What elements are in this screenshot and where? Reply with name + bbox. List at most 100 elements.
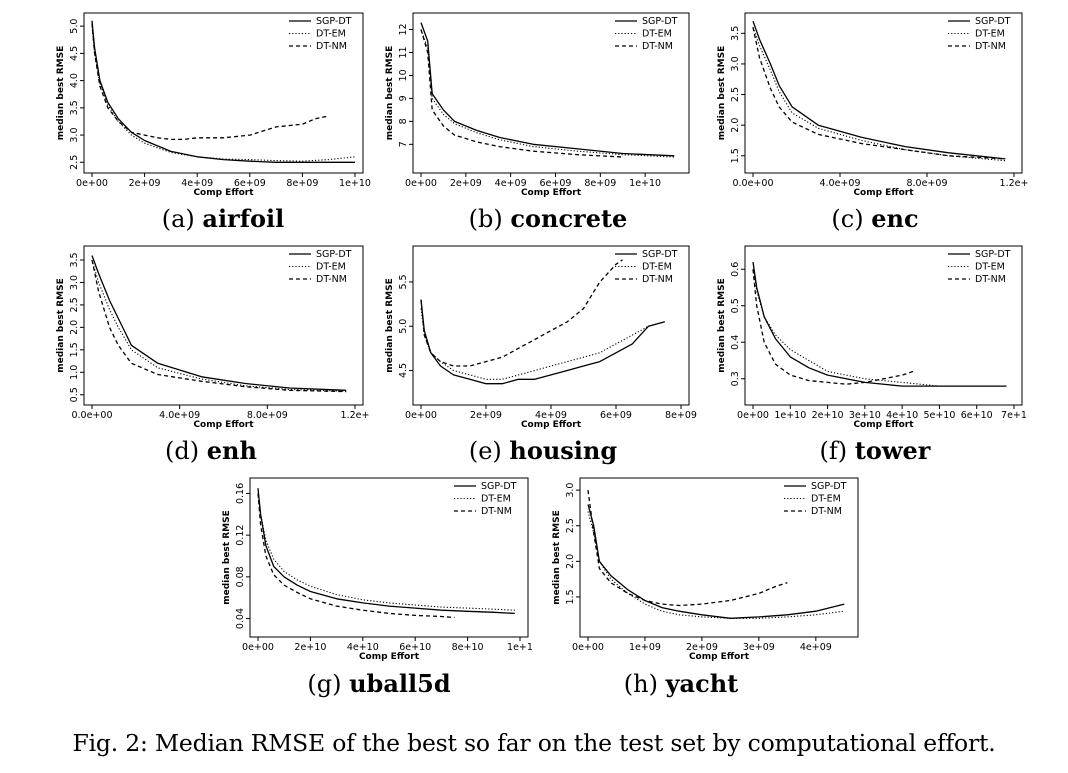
x-axis-label: Comp Effort	[193, 420, 254, 430]
y-tick-label: 3.5	[69, 100, 80, 115]
plot-frame	[744, 12, 1023, 174]
x-tick-label: 1e+1	[507, 642, 533, 653]
panel-enc: 0.0e+00 4.0e+09 8.0e+09 1.2e+ 1.5 2.0 2.5 3.0 3.…	[717, 12, 1028, 198]
series-line-sgp-dt	[420, 299, 665, 385]
panel-housing: 0e+00 2e+09 4e+09 6e+09 8e+09 4.5 5.0 5.5 Comp E…	[385, 245, 697, 430]
subcaption-label: (c)	[831, 205, 872, 233]
subcaption-enh: (d) enh	[46, 436, 376, 466]
x-axis-label: Comp Effort	[853, 188, 914, 198]
y-axis-label: median best RMSE	[717, 46, 727, 140]
plot-frame	[412, 12, 690, 174]
subcaption-label: (b)	[468, 205, 511, 233]
legend-label: DT-NM	[642, 41, 673, 52]
x-tick-label: 0e+00	[737, 410, 769, 421]
y-tick-label: 4.0	[69, 73, 80, 88]
subcaption-label: (e)	[468, 437, 510, 465]
legend-label: SGP-DT	[642, 249, 678, 260]
x-axis-label: Comp Effort	[359, 652, 420, 662]
y-tick-label: 3.0	[69, 275, 80, 290]
y-tick-label: 5.5	[398, 274, 409, 289]
x-tick-label: 0e+00	[405, 178, 437, 189]
y-axis-label: median best RMSE	[552, 510, 562, 604]
x-tick-label: 6e+09	[540, 178, 572, 189]
subcaption-name: tower	[854, 436, 931, 465]
y-tick-label: 1.5	[565, 589, 576, 604]
y-tick-label: 0.5	[730, 298, 741, 313]
x-axis-label: Comp Effort	[853, 420, 914, 430]
y-tick-label: 9	[398, 95, 409, 101]
x-tick-label: 4e+09	[800, 642, 832, 653]
series-line-dt-em	[91, 259, 347, 392]
series-line-dt-em	[91, 26, 356, 162]
subcaption-uball5d: (g) uball5d	[214, 670, 544, 699]
y-tick-label: 0.4	[730, 335, 741, 350]
y-axis-label: median best RMSE	[56, 278, 66, 372]
x-tick-label: 0e+00	[572, 642, 604, 653]
y-tick-label: 4.5	[398, 363, 409, 378]
x-tick-label: 1e+10	[774, 410, 806, 421]
legend-label: DT-NM	[975, 41, 1006, 52]
x-tick-label: 0e+00	[242, 642, 274, 653]
legend-label: SGP-DT	[481, 481, 517, 492]
legend-label: DT-NM	[975, 274, 1006, 285]
legend-label: DT-NM	[811, 506, 842, 517]
subcaption-name: enh	[206, 436, 257, 465]
panel-airfoil: 0e+00 2e+09 4e+09 6e+09 8e+09 1e+10 2.5 3.0 3.5 4…	[56, 12, 371, 198]
y-tick-label: 0.5	[69, 387, 80, 402]
panel-uball5d: 0e+00 2e+10 4e+10 6e+10 8e+10 1e+1 0.04 0.08 0.1…	[222, 477, 533, 662]
panel-tower: 0e+00 1e+10 2e+10 3e+10 4e+10 5e+10 6e+10 7e+1 0…	[717, 245, 1027, 430]
y-tick-label: 0.6	[730, 262, 741, 277]
subcaption-label: (g)	[307, 670, 350, 698]
series-line-sgp-dt	[91, 255, 347, 391]
series-line-dt-nm	[91, 23, 329, 141]
x-tick-label: 8.0e+09	[247, 410, 288, 421]
y-tick-label: 2.0	[565, 554, 576, 569]
legend-label: SGP-DT	[316, 16, 352, 27]
x-axis-label: Comp Effort	[193, 188, 254, 198]
x-tick-label: 0e+00	[76, 178, 108, 189]
y-tick-label: 1.5	[69, 342, 80, 357]
series-line-dt-nm	[91, 259, 347, 393]
series-line-dt-em	[420, 29, 675, 158]
subcaption-concrete: (b) concrete	[383, 205, 713, 234]
y-tick-label: 1.0	[69, 365, 80, 380]
series-line-dt-em	[752, 27, 1006, 162]
x-tick-label: 4e+09	[535, 410, 567, 421]
legend-label: SGP-DT	[975, 249, 1011, 260]
y-tick-label: 1.5	[730, 148, 741, 163]
y-tick-label: 3.0	[565, 483, 576, 498]
x-tick-label: 8e+09	[584, 178, 616, 189]
subcaption-airfoil: (a) airfoil	[58, 205, 388, 234]
series-line-sgp-dt	[587, 504, 845, 619]
plot-frame	[83, 245, 364, 406]
legend-label: DT-EM	[642, 262, 672, 273]
x-tick-label: 2e+09	[470, 410, 502, 421]
subcaption-name: yacht	[665, 669, 739, 698]
x-tick-label: 2e+09	[450, 178, 482, 189]
subcaption-label: (h)	[623, 670, 666, 698]
legend-label: SGP-DT	[642, 16, 678, 27]
y-axis-label: median best RMSE	[222, 510, 232, 604]
subcaption-housing: (e) housing	[378, 436, 708, 466]
subcaption-label: (f)	[819, 437, 855, 465]
x-tick-label: 2e+10	[294, 642, 326, 653]
y-tick-label: 4.5	[69, 46, 80, 61]
y-tick-label: 0.04	[235, 608, 246, 629]
legend-label: DT-EM	[481, 494, 511, 505]
series-line-dt-em	[420, 308, 665, 380]
y-tick-label: 3.0	[69, 128, 80, 143]
x-tick-label: 3e+10	[849, 410, 881, 421]
subcaption-label: (a)	[161, 205, 203, 233]
legend-label: DT-NM	[316, 274, 347, 285]
y-tick-label: 7	[398, 141, 409, 147]
x-tick-label: 6e+10	[961, 410, 993, 421]
x-tick-label: 2e+09	[129, 178, 161, 189]
x-tick-label: 2e+09	[686, 642, 718, 653]
x-tick-label: 8e+09	[665, 410, 697, 421]
x-tick-label: 0e+00	[405, 410, 437, 421]
y-tick-label: 3.0	[730, 56, 741, 71]
x-tick-label: 0.0e+00	[71, 410, 112, 421]
legend-label: DT-NM	[642, 274, 673, 285]
x-tick-label: 4e+09	[181, 178, 213, 189]
subcaption-name: housing	[509, 436, 618, 465]
